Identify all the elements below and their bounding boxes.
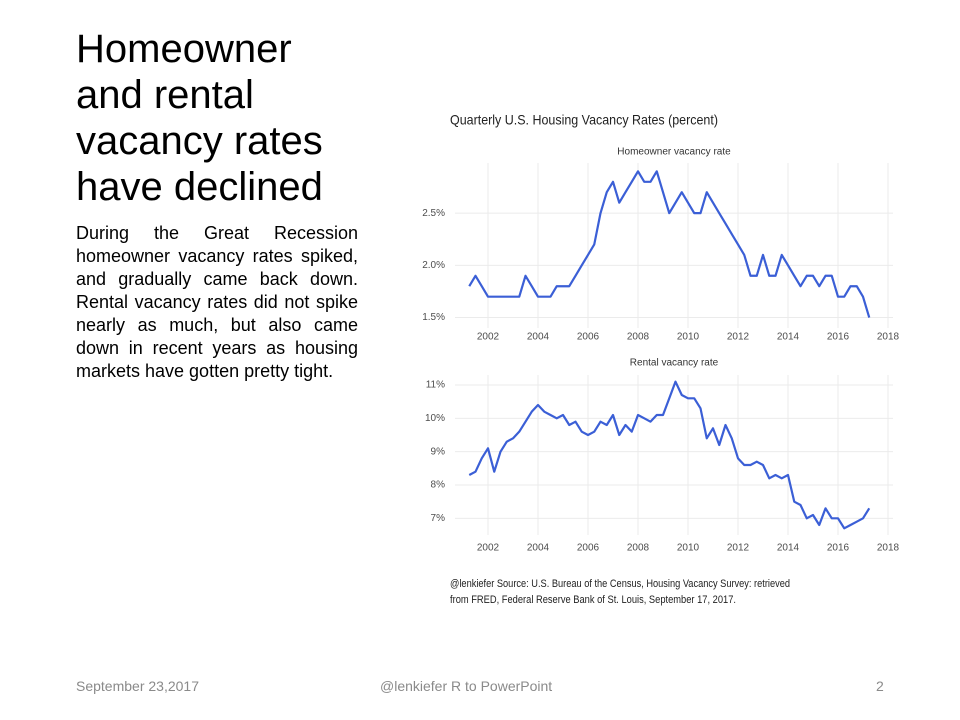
x-tick-label: 2004 xyxy=(527,332,550,343)
x-tick-label: 2016 xyxy=(827,543,850,554)
y-tick-label: 2.5% xyxy=(422,208,445,219)
x-tick-label: 2018 xyxy=(877,332,900,343)
x-tick-label: 2002 xyxy=(477,543,500,554)
line xyxy=(468,380,871,530)
x-tick-label: 2006 xyxy=(577,543,600,554)
y-tick-label: 11% xyxy=(426,380,445,391)
x-tick-label: 2012 xyxy=(727,543,750,554)
x-tick-label: 2006 xyxy=(577,332,600,343)
y-tick-label: 8% xyxy=(431,480,446,491)
x-tick-label: 2010 xyxy=(677,332,700,343)
x-tick-label: 2014 xyxy=(777,543,800,554)
x-tick-label: 2016 xyxy=(827,332,850,343)
y-tick-label: 10% xyxy=(425,413,445,424)
footer-date: September 23,2017 xyxy=(76,678,199,694)
x-tick-label: 2008 xyxy=(627,332,650,343)
line xyxy=(468,170,871,318)
y-tick-label: 7% xyxy=(431,513,446,524)
x-tick-label: 2018 xyxy=(877,543,900,554)
chart-title: Quarterly U.S. Housing Vacancy Rates (pe… xyxy=(450,112,718,128)
x-tick-label: 2014 xyxy=(777,332,800,343)
y-tick-label: 1.5% xyxy=(422,312,445,323)
facet-title: Rental vacancy rate xyxy=(630,358,719,369)
x-tick-label: 2004 xyxy=(527,543,550,554)
caption: from FRED, Federal Reserve Bank of St. L… xyxy=(450,594,736,606)
footer-center: @lenkiefer R to PowerPoint xyxy=(380,678,553,694)
x-tick-label: 2012 xyxy=(727,332,750,343)
facet-title: Homeowner vacancy rate xyxy=(617,147,731,158)
y-tick-label: 2.0% xyxy=(422,260,445,271)
slide-title: Homeowner and rental vacancy rates have … xyxy=(76,27,323,209)
x-tick-label: 2008 xyxy=(627,543,650,554)
slide-body: During the Great Recession homeowner vac… xyxy=(76,223,358,381)
page-number: 2 xyxy=(876,678,884,694)
caption: @lenkiefer Source: U.S. Bureau of the Ce… xyxy=(450,578,790,590)
x-tick-label: 2002 xyxy=(477,332,500,343)
chart: Quarterly U.S. Housing Vacancy Rates (pe… xyxy=(422,112,900,606)
x-tick-label: 2010 xyxy=(677,543,700,554)
y-tick-label: 9% xyxy=(431,446,446,457)
